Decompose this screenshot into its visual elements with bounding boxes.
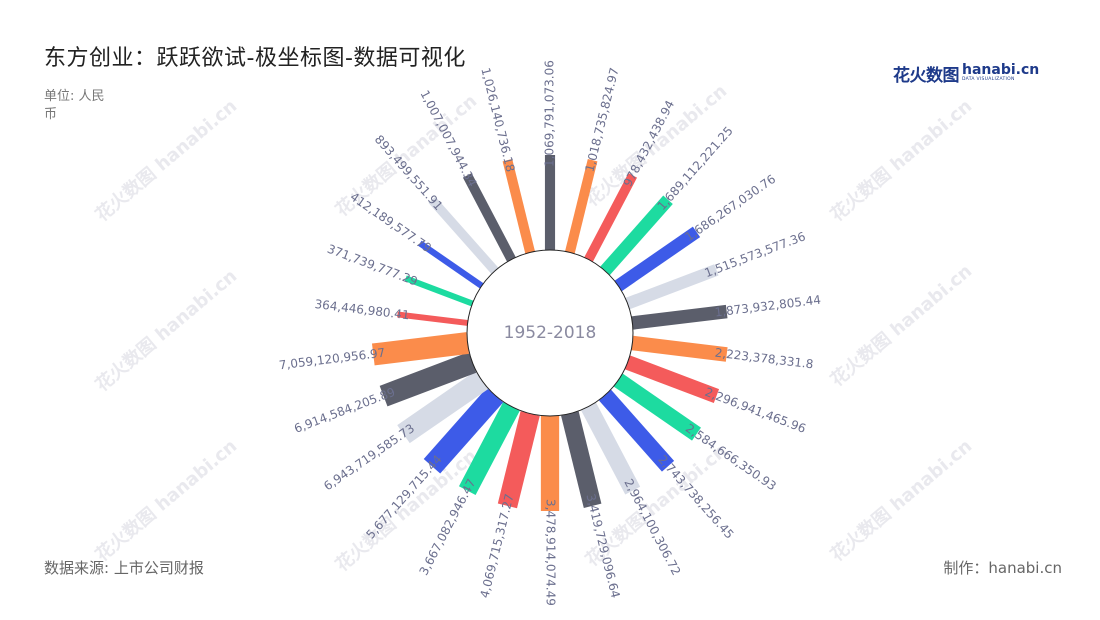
bar-6 <box>631 304 728 330</box>
bar-label-21: 371,739,777.29 <box>325 242 419 289</box>
bar-label-22: 412,189,577.79 <box>348 190 434 256</box>
logo-text-cn: 花火数图 <box>893 65 960 86</box>
logo-subtext: DATA VISUALIZATION <box>962 77 1015 83</box>
bar-14 <box>497 411 540 509</box>
bar-24 <box>462 173 516 262</box>
bar-7 <box>631 335 728 362</box>
center-label: 1952-2018 <box>504 323 597 343</box>
logo-text-en: hanabi.cn <box>962 62 1040 79</box>
bar-16 <box>423 387 504 474</box>
watermark-5: 花火数图 hanabi.cn <box>826 260 976 391</box>
bar-label-17: 6,943,719,585.73 <box>321 421 417 493</box>
bar-label-5: 1,515,573,577.36 <box>703 229 808 280</box>
bar-10 <box>598 389 675 472</box>
bars-group <box>371 155 728 511</box>
watermark-4: 花火数图 hanabi.cn <box>91 265 241 396</box>
bar-23 <box>428 196 499 274</box>
watermark-0: 花火数图 hanabi.cn <box>91 95 241 226</box>
bar-0 <box>544 155 556 250</box>
bar-label-20: 364,446,980.41 <box>314 297 410 322</box>
bar-21 <box>404 275 474 307</box>
bar-4 <box>614 226 701 292</box>
bar-11 <box>581 402 641 495</box>
bar-1 <box>565 158 598 254</box>
bar-9 <box>613 373 701 441</box>
bar-label-7: 2,223,378,331.8 <box>714 346 814 372</box>
bar-3 <box>600 195 673 276</box>
bar-20 <box>397 311 468 326</box>
page-title: 东方创业：跃跃欲试-极坐标图-数据可视化 <box>44 46 466 71</box>
bar-2 <box>584 173 638 262</box>
bar-label-4: 1,686,267,030.76 <box>682 172 778 244</box>
bar-label-19: 7,059,120,956.97 <box>278 346 386 373</box>
bar-8 <box>624 355 720 404</box>
watermark-9: 花火数图 hanabi.cn <box>826 435 976 566</box>
bar-label-14: 4,069,715,317.27 <box>477 492 516 599</box>
bar-25 <box>502 158 535 254</box>
brand-logo: 花火数图 hanabi.cn DATA VISUALIZATION <box>893 60 1039 86</box>
watermark-6: 花火数图 hanabi.cn <box>91 435 241 566</box>
inner-circle <box>466 249 634 417</box>
bar-label-0: 1,069,791,073.06 <box>543 60 557 167</box>
bar-label-8: 2,296,941,465.96 <box>703 385 808 436</box>
watermark-3: 花火数图 hanabi.cn <box>826 95 976 226</box>
bar-17 <box>397 371 488 444</box>
bar-label-6: 1,873,932,805.44 <box>714 293 822 320</box>
maker-credit: 制作：hanabi.cn <box>943 559 1062 577</box>
bar-label-18: 6,914,584,205.89 <box>292 385 397 436</box>
bar-5 <box>625 264 719 310</box>
bar-12 <box>561 411 602 508</box>
bar-label-13: 3,478,914,074.49 <box>544 499 558 606</box>
bar-22 <box>418 240 484 289</box>
unit-label: 单位: 人民币 <box>44 89 105 122</box>
bar-13 <box>540 416 560 511</box>
bar-label-25: 1,026,140,736.18 <box>478 66 517 173</box>
bar-18 <box>379 352 477 407</box>
bar-15 <box>458 402 520 495</box>
data-source: 数据来源: 上市公司财报 <box>44 559 204 577</box>
bar-19 <box>371 332 469 366</box>
bar-label-1: 1,018,735,824.97 <box>582 66 621 173</box>
